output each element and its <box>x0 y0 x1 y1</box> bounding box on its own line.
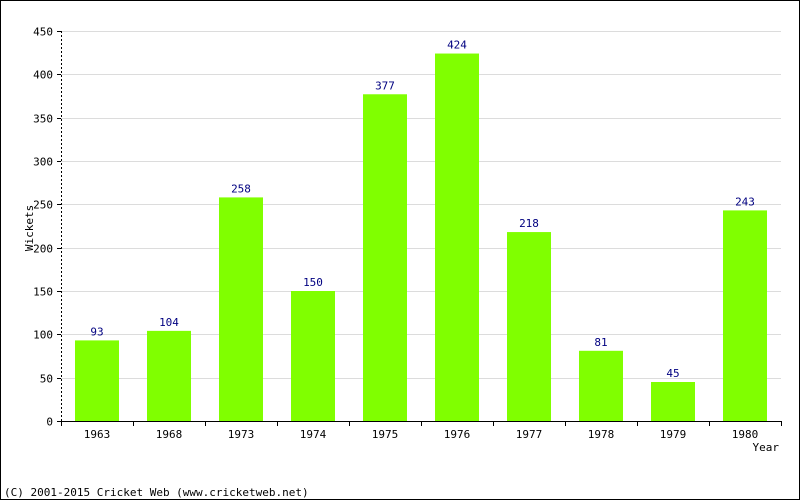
data-label: 150 <box>303 276 323 289</box>
y-axis-label: Wickets <box>23 205 36 251</box>
x-tick-label: 1976 <box>444 428 471 441</box>
y-tick-label: 450 <box>33 26 53 39</box>
y-tick-label: 100 <box>33 329 53 342</box>
labels: 0 50 100 150 200 250 300 350 400 450 1963 93 1968 104… <box>33 26 758 442</box>
y-tick-label: 0 <box>46 416 53 429</box>
x-tick-label: 1968 <box>156 428 183 441</box>
data-label: 93 <box>90 325 103 338</box>
x-tick-label: 1973 <box>228 428 255 441</box>
axes <box>57 31 782 426</box>
y-tick-label: 200 <box>33 243 53 256</box>
bar-1976 <box>435 53 479 422</box>
bar-1968 <box>147 330 191 421</box>
bar-1979 <box>651 382 695 421</box>
bars <box>75 53 767 422</box>
data-label: 45 <box>666 367 679 380</box>
data-label: 377 <box>375 79 395 92</box>
y-tick-label: 300 <box>33 156 53 169</box>
copyright-text: (C) 2001-2015 Cricket Web (www.cricketwe… <box>4 486 309 499</box>
x-tick-label: 1979 <box>660 428 687 441</box>
bar-1975 <box>363 94 407 422</box>
data-label: 104 <box>159 316 179 329</box>
bar-1978 <box>579 350 623 421</box>
x-tick-label: 1977 <box>516 428 543 441</box>
bar-1977 <box>507 232 551 421</box>
x-tick-label: 1980 <box>732 428 759 441</box>
y-tick-label: 150 <box>33 286 53 299</box>
data-label: 218 <box>519 217 539 230</box>
x-tick-label: 1963 <box>84 428 111 441</box>
x-tick-label: 1975 <box>372 428 399 441</box>
y-tick-label: 400 <box>33 69 53 82</box>
x-tick-label: 1978 <box>588 428 615 441</box>
y-tick-label: 50 <box>40 373 53 386</box>
x-axis-label: Year <box>753 441 780 454</box>
bar-1973 <box>219 197 263 421</box>
bar-1980 <box>723 210 767 421</box>
x-tick-label: 1974 <box>300 428 327 441</box>
data-label: 424 <box>447 39 467 52</box>
bar-1963 <box>75 340 119 421</box>
data-label: 81 <box>594 336 607 349</box>
data-label: 243 <box>735 195 755 208</box>
y-tick-label: 250 <box>33 199 53 212</box>
bar-1974 <box>291 291 335 421</box>
data-label: 258 <box>231 182 251 195</box>
y-tick-label: 350 <box>33 113 53 126</box>
